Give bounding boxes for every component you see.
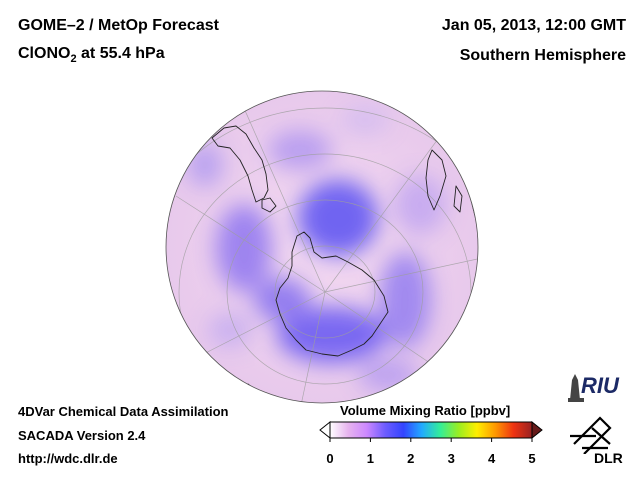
field-blob bbox=[208, 312, 252, 348]
colorbar bbox=[319, 420, 543, 442]
colorbar-under-triangle bbox=[319, 420, 331, 440]
field-blob bbox=[268, 130, 332, 170]
website-url: http://wdc.dlr.de bbox=[18, 451, 118, 466]
colorbar-tick-label: 4 bbox=[487, 451, 496, 466]
species-subscript: 2 bbox=[70, 53, 77, 66]
colorbar-tick-marks bbox=[329, 438, 533, 442]
colorbar-over-triangle bbox=[531, 420, 543, 440]
field-blob bbox=[379, 252, 431, 348]
species-level: at 55.4 hPa bbox=[76, 45, 165, 62]
colorbar-tick-label: 1 bbox=[366, 451, 374, 466]
antarctica-coastline bbox=[275, 231, 389, 357]
field-blob bbox=[298, 180, 378, 256]
version-label: SACADA Version 2.4 bbox=[18, 428, 146, 443]
globe-outline bbox=[165, 90, 479, 404]
colorbar-tick-label: 5 bbox=[528, 451, 536, 466]
field-layer bbox=[166, 91, 478, 403]
colorbar-title: Volume Mixing Ratio [ppbv] bbox=[340, 403, 511, 418]
field-blob bbox=[216, 204, 272, 292]
field-blob bbox=[341, 106, 389, 134]
assimilation-label: 4DVar Chemical Data Assimilation bbox=[18, 404, 229, 419]
africa-coastline bbox=[425, 149, 447, 211]
colorbar-tick-label: 2 bbox=[407, 451, 415, 466]
region-label: Southern Hemisphere bbox=[459, 47, 626, 64]
colorbar-gradient bbox=[329, 421, 533, 439]
south-america-coastline bbox=[211, 125, 269, 203]
colorbar-tick-label: 3 bbox=[447, 451, 455, 466]
forecast-date: Jan 05, 2013, 12:00 GMT bbox=[441, 17, 626, 34]
field-blob bbox=[187, 143, 223, 187]
riu-logo-icon bbox=[568, 374, 584, 402]
field-blob bbox=[254, 278, 310, 322]
tierra-del-fuego-coastline bbox=[261, 197, 277, 213]
species-name: ClONO bbox=[18, 45, 71, 62]
title-species: ClONO2 at 55.4 hPa bbox=[18, 45, 165, 65]
madagascar-coastline bbox=[453, 185, 463, 213]
colorbar-tick-label: 0 bbox=[326, 451, 334, 466]
riu-logo-text: RIU bbox=[581, 373, 619, 398]
dlr-logo-icon bbox=[570, 416, 612, 454]
title-main: GOME–2 / MetOp Forecast bbox=[18, 17, 219, 34]
dlr-logo-text: DLR bbox=[594, 450, 623, 466]
field-blob bbox=[394, 175, 446, 235]
